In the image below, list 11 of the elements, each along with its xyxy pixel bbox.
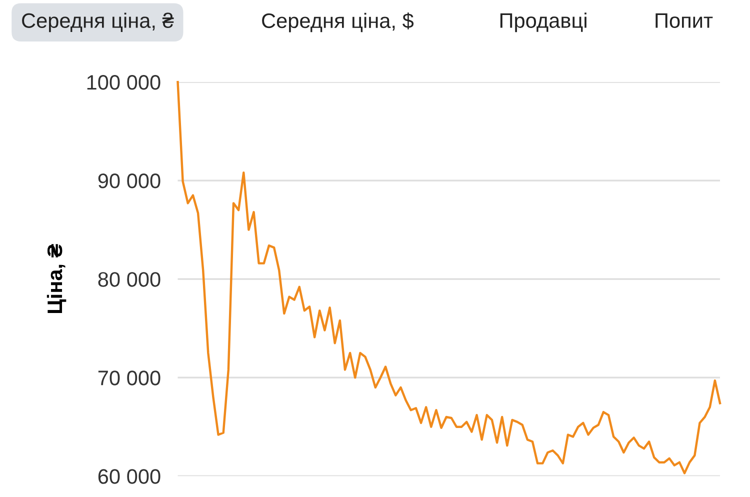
y-tick-label: 90 000	[98, 174, 160, 188]
line-series	[176, 80, 722, 474]
text: Продавці	[500, 12, 586, 32]
y-tick-label: 60 000	[98, 469, 160, 484]
text: Попит	[656, 13, 713, 28]
text: Середня ціна, $	[262, 12, 414, 32]
y-axis-title: Ціна, ₴	[46, 244, 66, 313]
y-tick-label: 100 000	[87, 75, 160, 90]
y-tick-label: 80 000	[98, 272, 160, 287]
text: Середня ціна, ₴	[22, 12, 174, 32]
y-tick-label: 70 000	[98, 370, 160, 386]
